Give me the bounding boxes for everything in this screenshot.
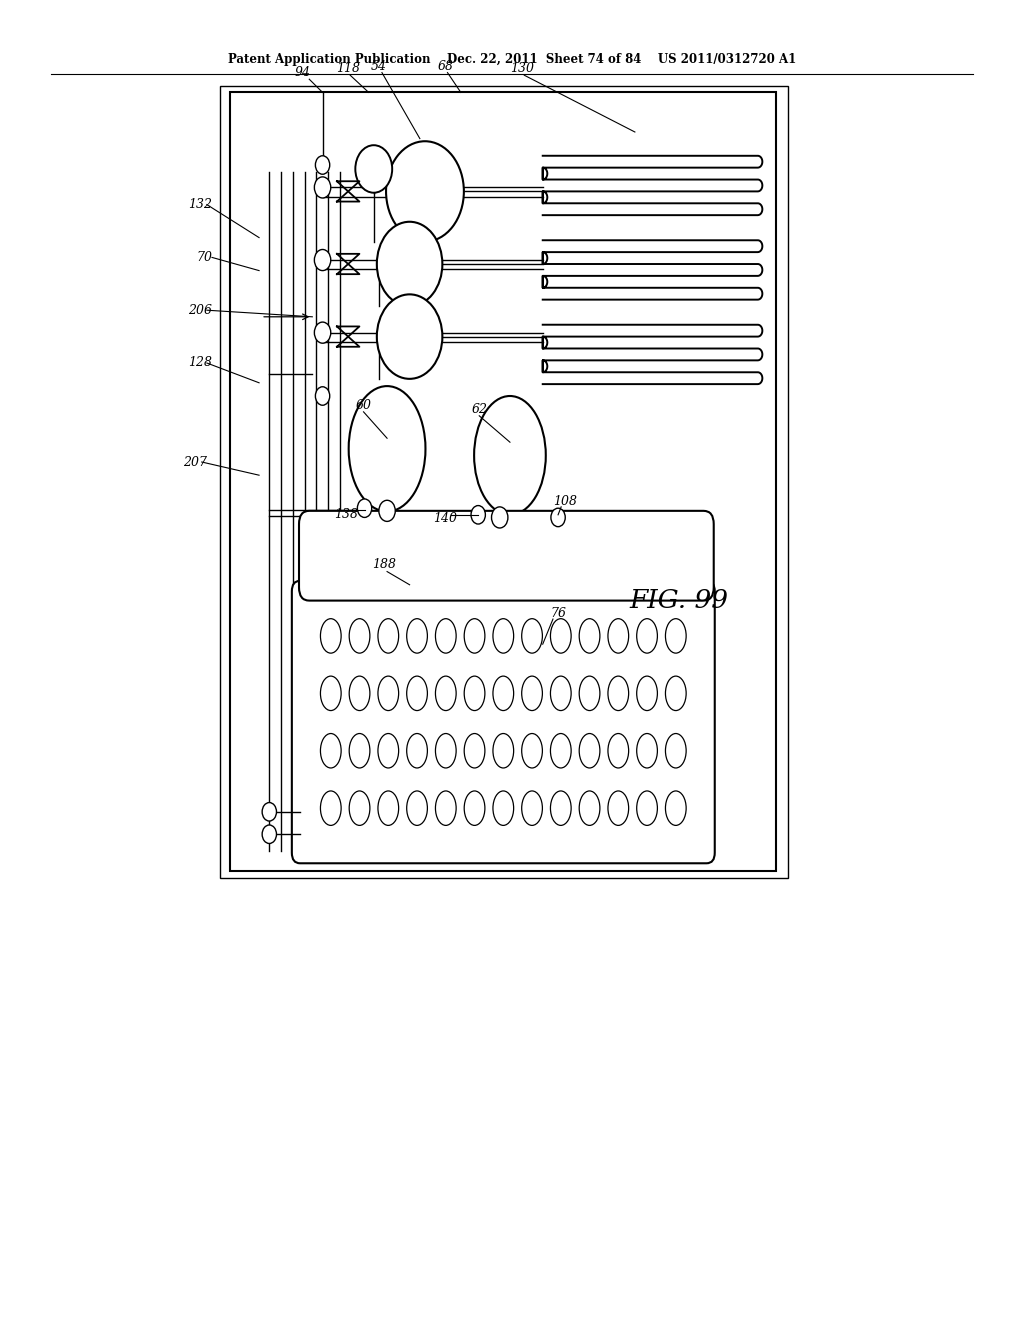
Circle shape [315, 156, 330, 174]
Ellipse shape [521, 734, 543, 768]
Ellipse shape [666, 619, 686, 653]
Text: 60: 60 [355, 399, 372, 412]
Circle shape [386, 141, 464, 242]
Circle shape [379, 500, 395, 521]
FancyBboxPatch shape [299, 511, 714, 601]
Ellipse shape [580, 676, 600, 710]
Ellipse shape [637, 676, 657, 710]
Ellipse shape [580, 791, 600, 825]
Ellipse shape [407, 791, 427, 825]
Ellipse shape [464, 791, 485, 825]
Circle shape [377, 222, 442, 306]
Ellipse shape [608, 734, 629, 768]
Text: 140: 140 [433, 512, 458, 525]
Ellipse shape [321, 791, 341, 825]
Ellipse shape [349, 734, 370, 768]
Ellipse shape [637, 619, 657, 653]
Ellipse shape [551, 676, 571, 710]
Ellipse shape [608, 619, 629, 653]
Text: 62: 62 [471, 403, 487, 416]
Circle shape [355, 145, 392, 193]
Ellipse shape [407, 619, 427, 653]
Ellipse shape [580, 734, 600, 768]
Ellipse shape [608, 791, 629, 825]
Bar [230, 92, 776, 871]
Text: 128: 128 [187, 356, 212, 370]
Circle shape [314, 322, 331, 343]
Text: 132: 132 [187, 198, 212, 211]
Circle shape [551, 508, 565, 527]
Ellipse shape [464, 734, 485, 768]
Text: 188: 188 [372, 558, 396, 572]
Ellipse shape [378, 619, 398, 653]
Ellipse shape [551, 791, 571, 825]
Ellipse shape [349, 676, 370, 710]
Circle shape [262, 803, 276, 821]
Ellipse shape [435, 791, 456, 825]
Ellipse shape [378, 676, 398, 710]
Ellipse shape [464, 619, 485, 653]
Ellipse shape [407, 676, 427, 710]
Text: 70: 70 [197, 251, 213, 264]
Text: 207: 207 [182, 455, 207, 469]
Ellipse shape [435, 734, 456, 768]
Ellipse shape [551, 734, 571, 768]
Ellipse shape [493, 791, 514, 825]
Ellipse shape [378, 791, 398, 825]
Ellipse shape [321, 619, 341, 653]
Text: 206: 206 [187, 304, 212, 317]
Ellipse shape [435, 676, 456, 710]
Text: FIG. 99: FIG. 99 [630, 589, 729, 612]
Text: 94: 94 [294, 66, 310, 79]
Ellipse shape [493, 619, 514, 653]
Ellipse shape [637, 734, 657, 768]
Circle shape [262, 825, 276, 843]
Circle shape [492, 507, 508, 528]
Ellipse shape [521, 619, 543, 653]
Ellipse shape [608, 676, 629, 710]
Text: 130: 130 [510, 62, 535, 75]
Ellipse shape [551, 619, 571, 653]
Ellipse shape [521, 676, 543, 710]
Ellipse shape [321, 676, 341, 710]
Ellipse shape [580, 619, 600, 653]
Bar [220, 86, 788, 878]
Ellipse shape [666, 791, 686, 825]
Ellipse shape [666, 734, 686, 768]
Circle shape [314, 177, 331, 198]
Text: 76: 76 [550, 607, 566, 620]
Ellipse shape [521, 791, 543, 825]
Circle shape [315, 387, 330, 405]
Text: 108: 108 [553, 495, 578, 508]
Ellipse shape [666, 676, 686, 710]
Circle shape [357, 499, 372, 517]
Circle shape [377, 294, 442, 379]
Ellipse shape [435, 619, 456, 653]
Text: Patent Application Publication    Dec. 22, 2011  Sheet 74 of 84    US 2011/03127: Patent Application Publication Dec. 22, … [228, 53, 796, 66]
Ellipse shape [321, 734, 341, 768]
Ellipse shape [474, 396, 546, 515]
Ellipse shape [493, 734, 514, 768]
Ellipse shape [349, 619, 370, 653]
Ellipse shape [378, 734, 398, 768]
Text: 54: 54 [371, 59, 387, 73]
Ellipse shape [464, 676, 485, 710]
Ellipse shape [637, 791, 657, 825]
Ellipse shape [348, 385, 426, 511]
Text: 118: 118 [336, 62, 360, 75]
Ellipse shape [493, 676, 514, 710]
Text: 138: 138 [334, 508, 358, 521]
Circle shape [314, 249, 331, 271]
Circle shape [471, 506, 485, 524]
Text: 68: 68 [437, 59, 454, 73]
FancyBboxPatch shape [292, 581, 715, 863]
Ellipse shape [349, 791, 370, 825]
Ellipse shape [407, 734, 427, 768]
